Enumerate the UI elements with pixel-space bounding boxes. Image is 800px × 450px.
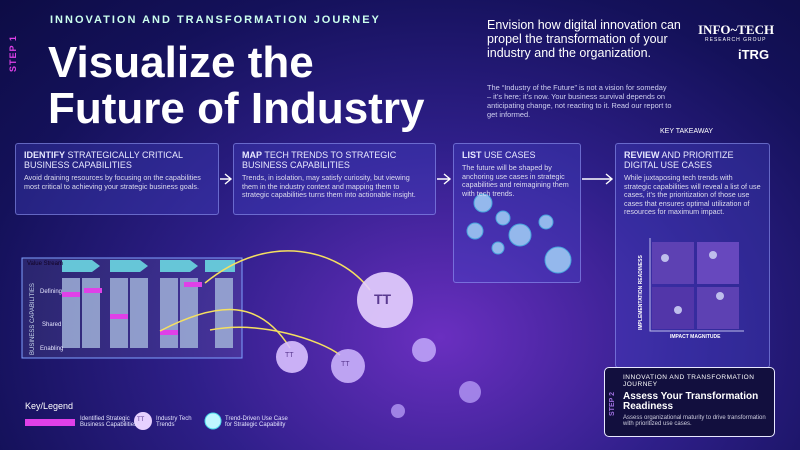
priority-matrix <box>649 238 744 332</box>
step2-text: Assess organizational maturity to drive … <box>623 415 766 427</box>
arrows <box>220 173 614 185</box>
step-text: Avoid draining resources by focusing on … <box>24 173 201 191</box>
intro-body: The “Industry of the Future” is not a vi… <box>487 83 672 119</box>
row-label: Defining <box>40 289 63 295</box>
kicker: INNOVATION AND TRANSFORMATION JOURNEY <box>50 14 381 26</box>
intro-lead: Envision how digital innovation can prop… <box>487 18 681 60</box>
arrow <box>220 173 233 185</box>
matrix-y-axis: IMPLEMENTATION READINESS <box>638 255 644 330</box>
step-keyword: MAP <box>242 150 262 160</box>
trend-symbol: TT <box>374 291 392 307</box>
legend-icons <box>25 412 222 430</box>
step2-title: Assess Your Transformation Readiness <box>623 391 759 412</box>
legend-title: Key/Legend <box>25 401 74 411</box>
value-stream: Value Stream <box>27 261 63 267</box>
step-text: The future will be shaped by anchoring u… <box>462 163 569 198</box>
row-label: Shared <box>42 322 62 328</box>
legend-item: Trend-Driven Use Case for Strategic Capa… <box>225 416 288 428</box>
trend-symbol: TT <box>341 361 350 368</box>
trend-symbol: TT <box>137 417 145 423</box>
bubbles <box>276 193 572 418</box>
step2-card: STEP 2 INNOVATION AND TRANSFORMATION JOU… <box>604 367 775 437</box>
step-heading: STRATEGICALLY CRITICAL BUSINESS CAPABILI… <box>24 150 183 170</box>
matrix-x-axis: IMPACT MAGNITUDE <box>670 334 721 340</box>
brand-sub: RESEARCH GROUP <box>705 37 767 43</box>
arrow <box>437 173 452 185</box>
step-card: LIST USE CASES The future will be shaped … <box>453 143 581 283</box>
step-keyword: IDENTIFY <box>24 150 66 160</box>
step-keyword: LIST <box>462 150 482 160</box>
step-text: Trends, in isolation, may satisfy curios… <box>242 173 416 200</box>
step2-kicker: INNOVATION AND TRANSFORMATION JOURNEY <box>623 374 755 388</box>
key-takeaway: KEY TAKEAWAY <box>660 128 714 135</box>
step-heading: USE CASES <box>484 150 536 160</box>
title: Visualize the Future of Industry <box>48 40 424 132</box>
step-card: REVIEW AND PRIORITIZE DIGITAL USE CASES W… <box>615 143 770 368</box>
legend-item: Industry Tech Trends <box>156 416 192 428</box>
capability-map <box>21 257 243 359</box>
step-heading: AND PRIORITIZE DIGITAL USE CASES <box>624 150 734 170</box>
brand-mark: iTRG <box>738 47 770 62</box>
legend-item: Identified Strategic Business Capabiliti… <box>80 416 138 428</box>
title-line: Future of Industry <box>48 84 425 133</box>
step-card: MAP TECH TRENDS TO STRATEGIC BUSINESS CA… <box>233 143 436 215</box>
title-line: Visualize the <box>48 38 314 87</box>
connectors <box>159 250 371 356</box>
step-keyword: REVIEW <box>624 150 660 160</box>
row-label: Enabling <box>40 346 64 352</box>
step-label: STEP 1 <box>8 35 18 72</box>
step-heading: TECH TRENDS TO STRATEGIC BUSINESS CAPABI… <box>242 150 397 170</box>
step-text: While juxtaposing tech trends with strat… <box>624 173 761 217</box>
step-card: IDENTIFY STRATEGICALLY CRITICAL BUSINESS… <box>15 143 219 215</box>
arrow <box>582 173 614 185</box>
trend-symbol: TT <box>285 352 294 359</box>
brand-name: INFO~TECH <box>698 22 775 37</box>
step2-label: STEP 2 <box>609 392 616 416</box>
map-axis: BUSINESS CAPABILITIES <box>30 283 36 355</box>
